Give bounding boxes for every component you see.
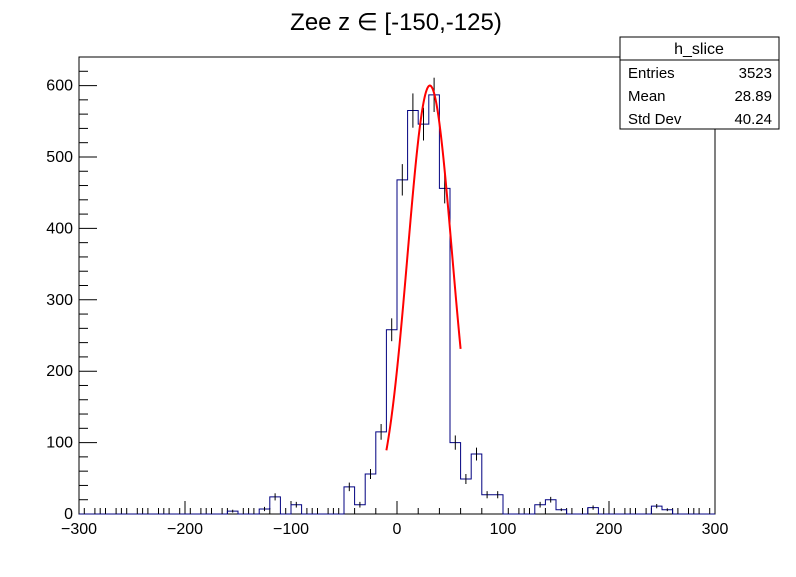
histogram-series	[79, 77, 715, 515]
x-tick-label: 300	[702, 521, 729, 538]
histogram-outline	[79, 94, 715, 515]
stats-box-frame	[619, 36, 780, 130]
stats-box-title: h_slice	[674, 41, 724, 58]
fit-curve	[385, 84, 462, 451]
x-tick-label: −300	[61, 521, 97, 538]
stats-stddev-label: Std Dev	[628, 111, 682, 128]
stats-entries-value: 3523	[739, 65, 772, 82]
y-tick-label: 400	[46, 220, 73, 237]
y-tick-label: 100	[46, 435, 73, 452]
fit-curve-line	[385, 84, 462, 451]
stats-box: h_slice Entries 3523 Mean 28.89 Std Dev …	[619, 36, 780, 130]
x-tick-label: 100	[490, 521, 517, 538]
y-tick-label: 500	[46, 149, 73, 166]
chart-title: Zee z ∈ [-150,-125)	[290, 9, 502, 36]
stats-mean-label: Mean	[628, 88, 666, 105]
x-tick-label: −100	[273, 521, 309, 538]
y-tick-label: 600	[46, 78, 73, 95]
y-axis: 0 100 200 300 400 500 600	[46, 56, 97, 523]
stats-entries-label: Entries	[628, 65, 675, 82]
stats-mean-value: 28.89	[734, 88, 772, 105]
y-tick-label: 200	[46, 363, 73, 380]
stats-stddev-value: 40.24	[734, 111, 772, 128]
y-tick-label: 300	[46, 292, 73, 309]
x-tick-label: 200	[596, 521, 623, 538]
x-tick-label: −200	[167, 521, 203, 538]
x-tick-label: 0	[393, 521, 402, 538]
y-tick-label: 0	[64, 506, 73, 523]
x-axis: −300 −200 −100 0 100 200 300	[61, 501, 728, 538]
